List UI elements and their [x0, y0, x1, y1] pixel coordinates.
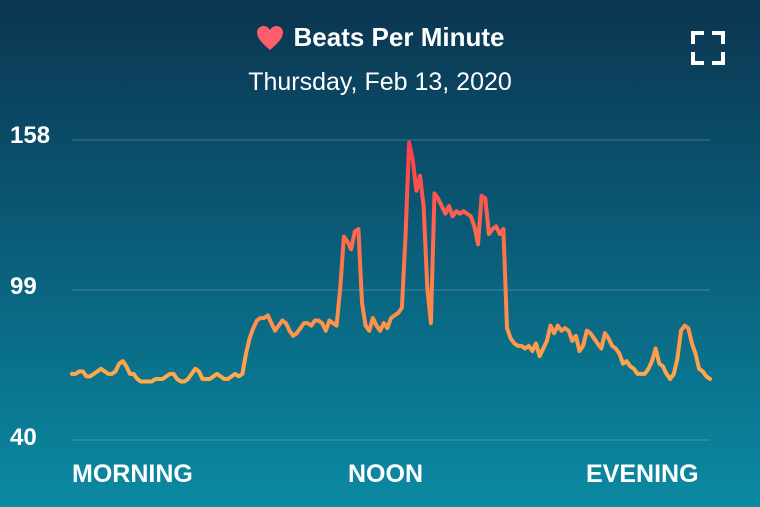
- y-tick-label-mid: 99: [10, 273, 37, 300]
- y-tick-label-max: 158: [10, 122, 51, 149]
- title-row: Beats Per Minute: [256, 22, 505, 53]
- x-tick-label-morning: MORNING: [72, 460, 193, 488]
- heart-icon: [256, 25, 283, 50]
- expand-fullscreen-icon[interactable]: [690, 30, 726, 66]
- chart-header: Beats Per Minute Thursday, Feb 13, 2020: [0, 22, 760, 97]
- y-tick-label-min: 40: [10, 424, 37, 451]
- heart-rate-series-line: [70, 140, 712, 384]
- x-tick-label-noon: NOON: [348, 460, 423, 488]
- x-tick-label-evening: EVENING: [586, 460, 699, 488]
- chart-date: Thursday, Feb 13, 2020: [248, 67, 512, 96]
- chart-title: Beats Per Minute: [293, 22, 505, 52]
